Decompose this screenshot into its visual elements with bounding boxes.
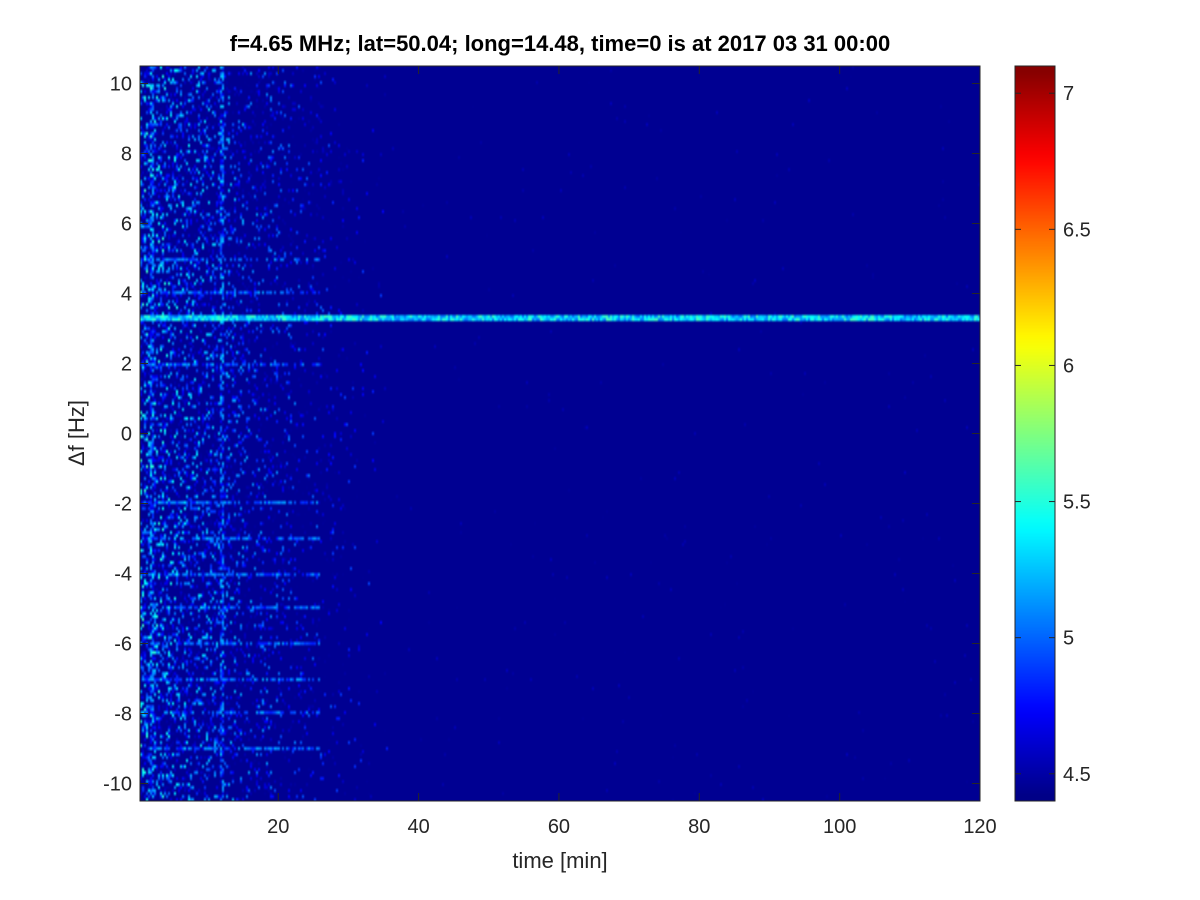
x-tick-label: 80	[688, 816, 710, 838]
x-axis: 20 40 60 80 100 120	[267, 66, 997, 838]
y-tick-label: 0	[121, 424, 132, 446]
colorbar: 7 6.5 6 5.5 5 4.5	[1014, 65, 1091, 802]
y-tick-label: 10	[110, 74, 132, 96]
y-tick-label: -4	[114, 564, 132, 586]
colorbar-ticks: 7 6.5 6 5.5 5 4.5	[1015, 83, 1091, 786]
colorbar-tick-label: 7	[1063, 83, 1074, 105]
colorbar-tick-label: 4.5	[1063, 764, 1091, 786]
y-tick-label: 8	[121, 144, 132, 166]
y-tick-label: -8	[114, 704, 132, 726]
plot-area	[139, 65, 981, 802]
y-tick-label: 4	[121, 284, 132, 306]
y-tick-label: -2	[114, 494, 132, 516]
chart-title: f=4.65 MHz; lat=50.04; long=14.48, time=…	[230, 31, 890, 56]
colorbar-gradient	[1015, 66, 1055, 801]
colorbar-tick-label: 5.5	[1063, 492, 1091, 514]
colorbar-frame	[1014, 65, 1056, 802]
y-tick-label: -10	[103, 774, 132, 796]
heatmap-image	[140, 66, 980, 801]
x-tick-label: 40	[407, 816, 429, 838]
x-tick-label: 100	[823, 816, 856, 838]
colorbar-tick-label: 6.5	[1063, 219, 1091, 241]
y-axis: 10 8 6 4 2 0 -2 -4 -6 -8 -10	[103, 74, 980, 796]
y-tick-label: 6	[121, 214, 132, 236]
x-axis-label: time [min]	[512, 848, 607, 873]
y-tick-label: -6	[114, 634, 132, 656]
x-tick-label: 120	[963, 816, 996, 838]
y-tick-label: 2	[121, 354, 132, 376]
x-tick-label: 20	[267, 816, 289, 838]
colorbar-tick-label: 5	[1063, 628, 1074, 650]
colorbar-tick-label: 6	[1063, 355, 1074, 377]
y-axis-label: Δf [Hz]	[64, 400, 89, 466]
x-tick-label: 60	[548, 816, 570, 838]
